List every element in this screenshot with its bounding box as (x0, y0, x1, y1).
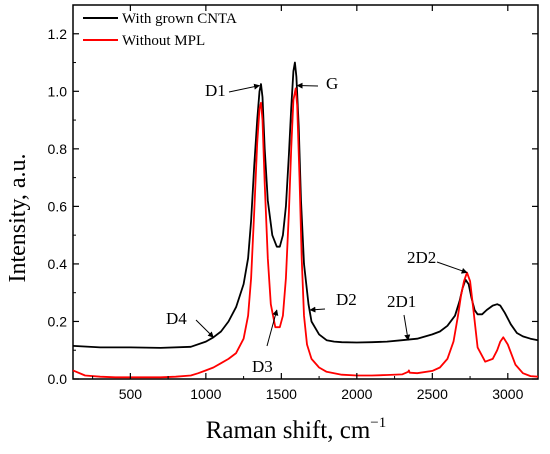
annotation-arrow-d2 (309, 306, 326, 313)
annotation-arrow-d3 (266, 309, 279, 347)
annotation-label-2d2: 2D2 (407, 248, 436, 267)
legend-label-without-mpl: Without MPL (122, 33, 205, 49)
y-tick-label: 1.2 (48, 26, 68, 42)
annotation-label-d2: D2 (336, 290, 357, 309)
annotation-arrow-2d2 (436, 261, 468, 274)
annotation-label-g: G (326, 74, 338, 93)
x-axis-title-superscript: −1 (370, 415, 386, 431)
plot-frame (72, 4, 539, 380)
axes-layer: 500 1000 1500 2000 2500 3000 0.0 0.2 0.4 0.6 0.8 1.… (48, 4, 538, 402)
x-tick-label: 1500 (266, 386, 297, 402)
y-tick-label: 1.0 (48, 83, 68, 99)
legend: With grown CNTA Without MPL (83, 11, 237, 49)
y-tick-label: 0.2 (48, 313, 68, 329)
x-tick-label: 1000 (190, 386, 221, 402)
series-line-1 (72, 87, 539, 379)
y-axis-title-text: Intensity, a.u. (5, 153, 31, 282)
x-tick-label: 500 (119, 386, 143, 402)
annotation-label-d4: D4 (166, 309, 187, 328)
x-tick-label: 3000 (492, 386, 523, 402)
annotation-arrow-2d1 (403, 314, 411, 341)
legend-label-with-grown-cnta: With grown CNTA (122, 11, 237, 27)
plot-area (72, 4, 539, 380)
y-axis-title: Intensity, a.u. (5, 153, 31, 282)
y-tick-label: 0.0 (48, 371, 68, 387)
annotation-arrow-d1 (228, 83, 261, 93)
y-tick-label: 0.4 (48, 256, 68, 272)
series-layer (72, 61, 539, 379)
x-axis-title-text: Raman shift, cm (206, 417, 371, 444)
annotation-label-2d1: 2D1 (387, 292, 416, 311)
y-tick-label: 0.6 (48, 198, 68, 214)
y-tick-label: 0.8 (48, 141, 68, 157)
x-tick-label: 2500 (417, 386, 448, 402)
series-line-0 (72, 61, 539, 349)
annotation-label-d3: D3 (252, 357, 273, 376)
x-axis-title: Raman shift, cm−1 (206, 415, 387, 444)
x-tick-label: 2000 (341, 386, 372, 402)
annotation-arrow-d4 (195, 319, 214, 338)
annotation-label-d1: D1 (205, 81, 226, 100)
annotation-layer: D1 G D4 D2 D3 2D1 2D2 (166, 74, 468, 376)
